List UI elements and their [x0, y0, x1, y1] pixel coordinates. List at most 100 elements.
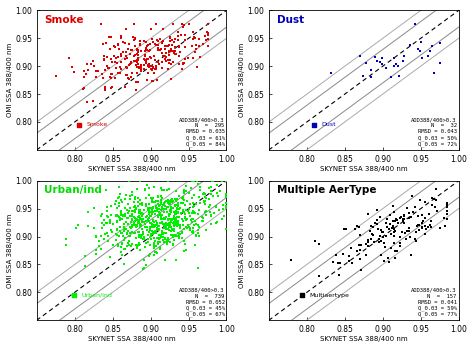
Point — [180, 238, 188, 244]
Point — [418, 224, 426, 230]
Point — [170, 226, 178, 232]
Point — [144, 218, 151, 224]
Point — [150, 229, 157, 235]
Point — [151, 209, 159, 214]
Point — [180, 200, 187, 206]
Point — [383, 216, 391, 222]
Point — [411, 22, 419, 27]
Point — [158, 207, 165, 212]
Point — [130, 222, 137, 228]
Point — [161, 239, 169, 245]
Point — [150, 219, 158, 224]
Point — [118, 241, 126, 246]
Point — [170, 209, 178, 214]
Point — [135, 200, 142, 205]
Point — [387, 231, 394, 237]
Point — [164, 197, 172, 203]
Point — [143, 224, 150, 230]
Point — [205, 185, 213, 191]
Point — [125, 41, 133, 46]
Point — [169, 227, 177, 232]
Point — [136, 235, 143, 240]
Point — [223, 192, 230, 197]
Point — [142, 186, 149, 192]
Point — [150, 220, 158, 225]
Point — [175, 234, 183, 239]
Point — [157, 197, 164, 203]
Point — [165, 186, 173, 192]
Point — [165, 212, 173, 217]
Point — [155, 206, 162, 212]
Point — [169, 241, 177, 247]
Point — [190, 210, 197, 215]
Point — [165, 223, 173, 228]
Point — [112, 214, 119, 219]
Point — [337, 261, 344, 266]
Point — [116, 224, 124, 230]
Point — [175, 206, 182, 211]
X-axis label: SKYNET SSA 388/400 nm: SKYNET SSA 388/400 nm — [320, 166, 408, 172]
Point — [405, 215, 412, 221]
Point — [165, 214, 173, 219]
Point — [217, 188, 224, 194]
Point — [342, 227, 350, 232]
Point — [145, 215, 153, 221]
Point — [102, 220, 110, 225]
Point — [158, 212, 165, 217]
Point — [219, 203, 227, 208]
Point — [170, 220, 178, 225]
Point — [147, 205, 155, 210]
Point — [148, 36, 156, 42]
Point — [182, 188, 190, 194]
Point — [180, 60, 188, 65]
Point — [147, 233, 155, 239]
Point — [174, 209, 182, 215]
Point — [158, 228, 166, 233]
Point — [141, 188, 149, 193]
Point — [173, 221, 181, 227]
Point — [154, 214, 162, 220]
Point — [92, 74, 100, 79]
Point — [185, 210, 192, 216]
Point — [177, 205, 184, 211]
Point — [156, 245, 164, 250]
Point — [164, 227, 172, 232]
Point — [82, 263, 89, 269]
Point — [173, 257, 180, 262]
Point — [141, 224, 149, 229]
Point — [148, 196, 156, 202]
Point — [147, 213, 155, 219]
Point — [131, 203, 138, 208]
Point — [166, 38, 173, 44]
Point — [422, 226, 429, 232]
Point — [174, 218, 182, 223]
Point — [373, 217, 381, 223]
Point — [203, 30, 210, 35]
Point — [168, 224, 175, 230]
Point — [178, 229, 185, 235]
Point — [134, 222, 141, 228]
Point — [137, 66, 145, 72]
Point — [116, 203, 123, 209]
Point — [195, 36, 202, 42]
Point — [158, 230, 166, 236]
Point — [174, 29, 182, 35]
Text: AOD388/400>0.3
N  =  295
RMSD = 0.035
Q_0.03 = 61%
Q_0.05 = 84%: AOD388/400>0.3 N = 295 RMSD = 0.035 Q_0.… — [179, 118, 225, 147]
Point — [189, 230, 197, 236]
Point — [121, 246, 128, 252]
Point — [156, 202, 164, 208]
Point — [153, 225, 161, 230]
Point — [144, 233, 152, 238]
Point — [433, 209, 441, 214]
Point — [169, 220, 177, 225]
Point — [168, 226, 176, 232]
Point — [188, 219, 196, 224]
Point — [119, 233, 127, 238]
Point — [168, 204, 175, 209]
Point — [154, 241, 161, 247]
Point — [417, 48, 424, 53]
Point — [131, 218, 139, 224]
Point — [157, 232, 165, 238]
Point — [418, 221, 426, 226]
Point — [382, 244, 389, 250]
